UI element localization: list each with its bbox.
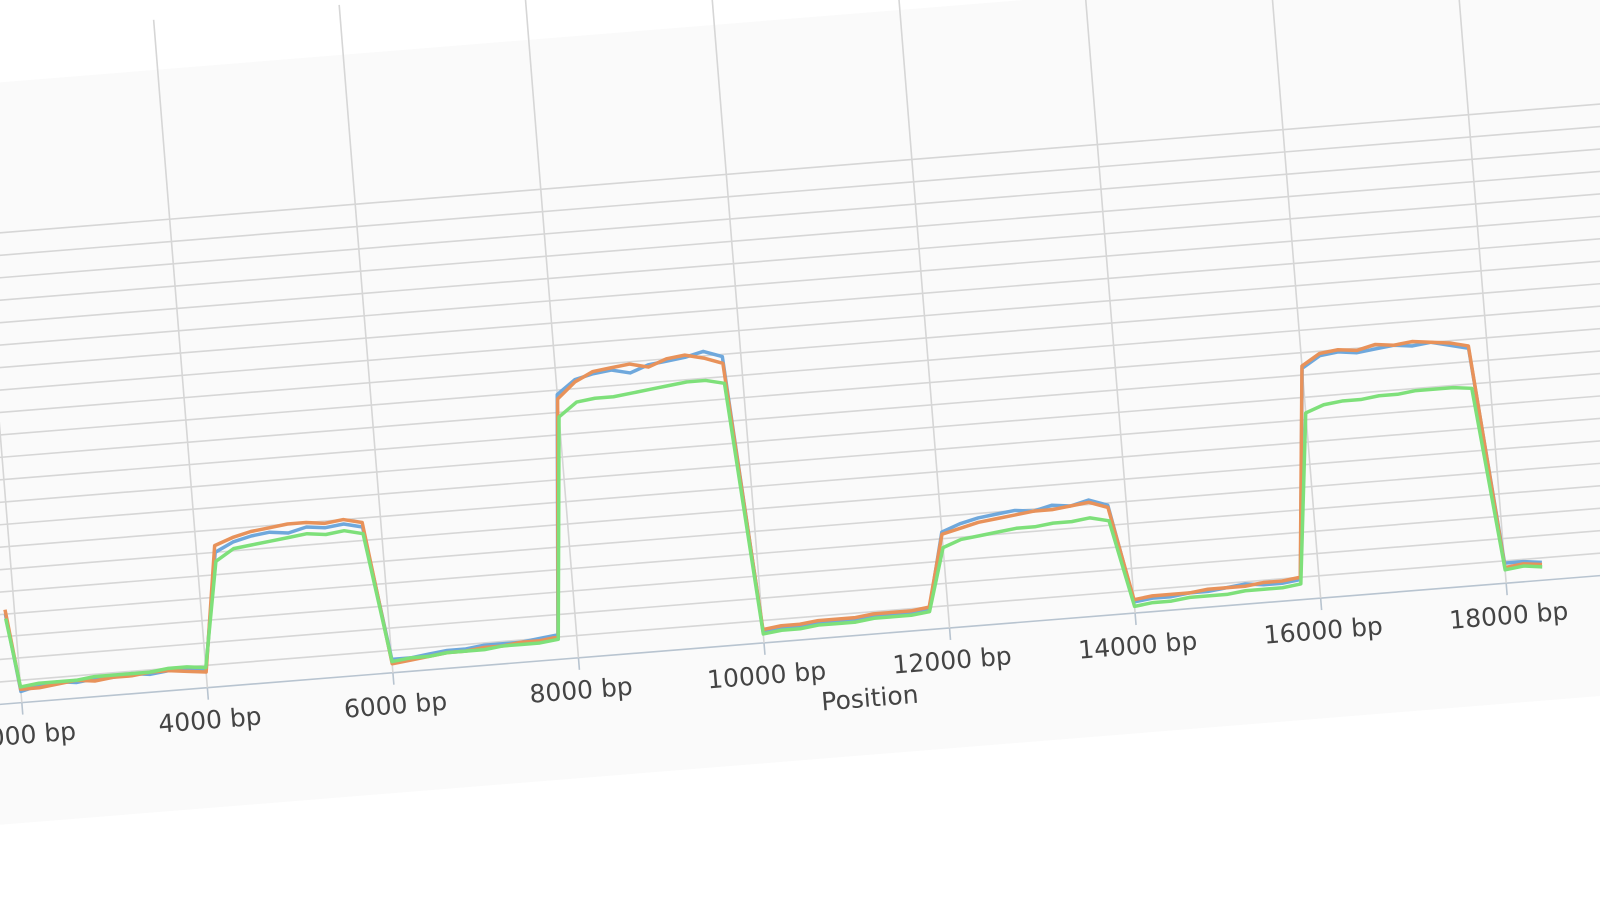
- grid-line: [0, 34, 23, 703]
- grid-line: [0, 428, 1600, 587]
- grid-line: [0, 517, 1600, 676]
- grid-line: [0, 272, 1600, 431]
- x-tick: [1134, 612, 1137, 626]
- x-tick: [1505, 583, 1508, 596]
- grid-line: [0, 495, 1600, 654]
- grid-line: [338, 4, 394, 673]
- grid-line: [0, 294, 1600, 453]
- grid-line: [1266, 0, 1322, 599]
- grid-line: [709, 0, 765, 643]
- grid-line: [0, 94, 1600, 252]
- grid-line: [0, 451, 1600, 609]
- grid-line: [0, 361, 1600, 520]
- grid-line: [1080, 0, 1136, 614]
- grid-line: [523, 0, 580, 658]
- data-line: [3, 340, 1542, 694]
- grid-line: [0, 250, 1600, 408]
- grid-line: [0, 562, 1600, 721]
- data-line: [3, 339, 1543, 692]
- grid-line: [0, 116, 1600, 275]
- grid-line: [0, 183, 1600, 341]
- grid-line: [895, 0, 951, 629]
- x-tick: [206, 687, 210, 700]
- grid-line: [0, 473, 1600, 631]
- data-line: [4, 378, 1543, 689]
- x-tick: [577, 657, 581, 670]
- x-tick: [1319, 598, 1323, 611]
- grid-line: [0, 205, 1600, 364]
- x-tick: [763, 642, 766, 655]
- grid-line: [1451, 0, 1507, 584]
- plot-group: Position 2000 bp 4000 bp 6000 bp 8000 bp 100…: [0, 0, 1600, 754]
- grid-line: [0, 540, 1600, 698]
- x-tick: [948, 627, 952, 640]
- x-tick: [21, 702, 24, 715]
- grid-line: [0, 317, 1600, 475]
- grid-line: [0, 406, 1600, 565]
- grid-line: [152, 19, 209, 688]
- grid-line: [0, 138, 1600, 297]
- grid-line: [0, 339, 1600, 498]
- x-tick: [392, 672, 395, 685]
- grid-line: [0, 227, 1600, 386]
- grid-line: [0, 161, 1600, 319]
- grid-line: [0, 384, 1600, 542]
